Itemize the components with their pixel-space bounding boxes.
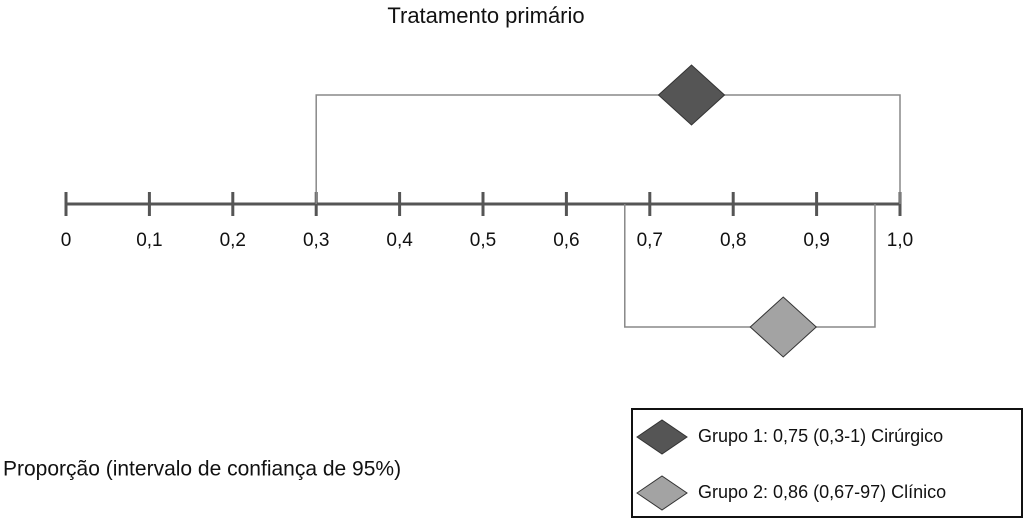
legend-marker [636,475,688,511]
legend-box [631,408,1023,518]
x-tick-label: 0,3 [303,230,329,251]
x-tick-label: 0,5 [470,230,496,251]
x-tick-label: 0 [61,230,72,251]
x-tick-label: 0,7 [637,230,663,251]
x-tick-label: 0,9 [803,230,829,251]
x-axis-label: Proporção (intervalo de confiança de 95%… [3,458,401,481]
legend-label: Grupo 2: 0,86 (0,67-97) Clínico [698,482,946,502]
x-tick-label: 0,6 [553,230,579,251]
x-tick-label: 0,4 [386,230,413,251]
point-estimate [657,64,726,126]
confidence-interval [624,204,876,328]
x-tick-label: 0,1 [136,230,162,251]
confidence-interval [315,94,901,204]
point-estimate [749,296,817,358]
x-tick-label: 0,8 [720,230,746,251]
legend-label: Grupo 1: 0,75 (0,3-1) Cirúrgico [698,426,943,446]
chart-title: Tratamento primário [387,3,584,28]
x-tick-label: 0,2 [220,230,246,251]
x-tick-label: 1,0 [887,230,913,251]
legend-marker [636,419,688,455]
